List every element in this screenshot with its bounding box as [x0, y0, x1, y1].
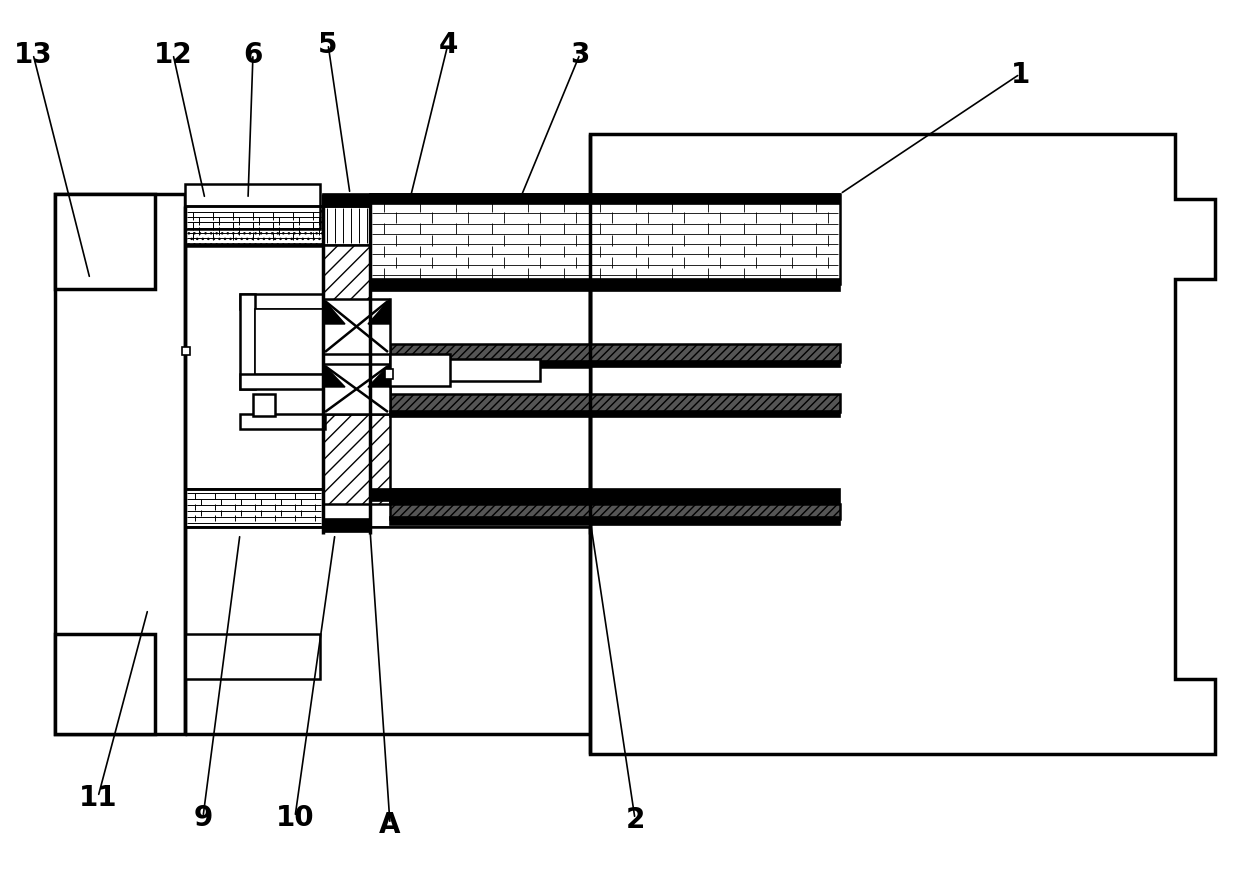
Bar: [370, 195, 839, 205]
Bar: [185, 634, 320, 680]
Bar: [322, 364, 391, 414]
Bar: [182, 348, 190, 356]
Bar: [55, 634, 155, 734]
Text: A: A: [379, 810, 401, 838]
Text: 10: 10: [275, 803, 314, 831]
Bar: [241, 375, 322, 390]
Text: 6: 6: [243, 41, 263, 68]
Bar: [253, 394, 275, 416]
Bar: [322, 206, 370, 246]
Polygon shape: [368, 364, 391, 387]
Bar: [391, 489, 839, 506]
Text: 1: 1: [1011, 61, 1029, 89]
Bar: [391, 368, 590, 396]
Bar: [370, 489, 590, 501]
Polygon shape: [322, 299, 345, 325]
Bar: [370, 195, 839, 284]
Bar: [391, 394, 839, 413]
Bar: [391, 344, 839, 363]
Polygon shape: [368, 299, 391, 325]
Bar: [391, 505, 839, 520]
Bar: [391, 517, 839, 525]
Bar: [185, 184, 320, 230]
Bar: [241, 295, 255, 390]
Text: 11: 11: [79, 783, 118, 811]
Bar: [241, 414, 325, 429]
Bar: [322, 299, 391, 355]
Bar: [384, 370, 393, 379]
Polygon shape: [322, 364, 345, 387]
Bar: [322, 414, 391, 505]
Bar: [55, 195, 155, 290]
Bar: [391, 355, 450, 386]
Text: 13: 13: [14, 41, 52, 68]
Bar: [322, 520, 370, 532]
Text: 9: 9: [193, 803, 212, 831]
Bar: [440, 360, 539, 382]
Text: 5: 5: [319, 31, 337, 59]
Bar: [185, 489, 322, 528]
Text: 3: 3: [570, 41, 590, 68]
Bar: [391, 362, 839, 368]
Polygon shape: [590, 135, 1215, 754]
Bar: [370, 280, 839, 291]
Bar: [241, 295, 322, 310]
Text: 12: 12: [154, 41, 192, 68]
Text: 2: 2: [625, 805, 645, 833]
Text: 4: 4: [438, 31, 458, 59]
Bar: [255, 310, 322, 375]
Bar: [185, 206, 325, 247]
Bar: [322, 195, 370, 208]
Bar: [55, 195, 185, 734]
Bar: [322, 246, 370, 300]
Bar: [391, 412, 839, 418]
Bar: [370, 501, 590, 528]
Bar: [185, 206, 322, 245]
